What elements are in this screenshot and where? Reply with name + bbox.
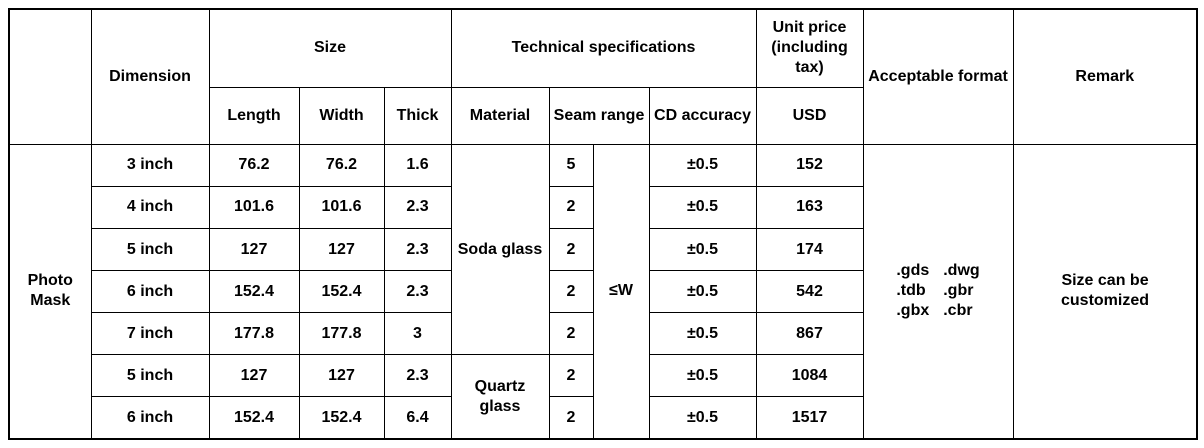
table-row: 5 inch 127 127 2.3 Quartz glass 2 ±0.5 1084 — [9, 354, 1197, 440]
length-cell: 127 — [208, 354, 300, 398]
seam-cell: 2 — [548, 396, 594, 440]
seam-cell: 2 — [548, 185, 594, 229]
thick-cell: 2.3 — [383, 227, 452, 272]
format-item: .dwg — [943, 262, 980, 280]
remark-text: Size can be customized — [1061, 272, 1150, 310]
width-cell: 76.2 — [298, 143, 385, 187]
format-list: .gds .dwg .tdb .gbr .gbx .cbr — [896, 261, 979, 321]
thick-cell: 6.4 — [383, 396, 452, 440]
table-row: 4 inch 101.6 101.6 2.3 2 ±0.5 163 — [9, 185, 1197, 229]
format-item: .gbx — [896, 302, 930, 320]
width-cell: 152.4 — [298, 396, 385, 440]
usd-cell: 163 — [755, 185, 864, 229]
seam-cell: 2 — [548, 227, 594, 272]
thick-cell: 2.3 — [383, 354, 452, 398]
cd-cell: ±0.5 — [648, 185, 757, 229]
dimension-cell: 6 inch — [90, 396, 210, 440]
header-cell: CD accuracy — [648, 86, 757, 145]
format-item: .gds — [896, 262, 930, 280]
table-row: 6 inch 152.4 152.4 6.4 2 ±0.5 1517 — [9, 396, 1197, 440]
dimension-cell: 4 inch — [90, 185, 210, 229]
usd-cell: 867 — [755, 312, 864, 356]
usd-cell: 152 — [755, 143, 864, 187]
seam-common-cell: ≤W — [592, 143, 650, 440]
header-cell: Unit price (including tax) — [755, 8, 864, 88]
seam-cell: 2 — [548, 270, 594, 314]
width-cell: 127 — [298, 354, 385, 398]
cd-cell: ±0.5 — [648, 354, 757, 398]
table-row: Length Width Thick Material Seam range CD acc… — [9, 86, 1197, 145]
usd-cell: 174 — [755, 227, 864, 272]
header-cell: Remark — [1012, 8, 1198, 145]
length-cell: 76.2 — [208, 143, 300, 187]
dimension-cell: 5 inch — [90, 354, 210, 398]
width-cell: 177.8 — [298, 312, 385, 356]
table-row: Dimension Size Technical specifications Uni… — [8, 8, 1198, 145]
empty-header — [8, 8, 92, 145]
width-cell: 127 — [298, 227, 385, 272]
cd-cell: ±0.5 — [648, 396, 757, 440]
header-cell: Material — [450, 86, 550, 145]
seam-cell: 2 — [548, 312, 594, 356]
header-cell: Dimension — [90, 8, 210, 145]
thick-cell: 3 — [383, 312, 452, 356]
header-cell: Length — [208, 86, 300, 145]
format-item: .cbr — [943, 302, 973, 320]
dimension-cell: 7 inch — [90, 312, 210, 356]
thick-cell: 2.3 — [383, 270, 452, 314]
cd-cell: ±0.5 — [648, 312, 757, 356]
thick-cell: 2.3 — [383, 185, 452, 229]
remark-cell: Size can be customized — [1012, 143, 1198, 440]
length-cell: 152.4 — [208, 270, 300, 314]
width-cell: 101.6 — [298, 185, 385, 229]
length-cell: 101.6 — [208, 185, 300, 229]
header-cell: USD — [755, 86, 864, 145]
format-cell: .gds .dwg .tdb .gbr .gbx .cbr — [862, 143, 1014, 440]
header-cell: Acceptable format — [862, 8, 1014, 145]
dimension-cell: 6 inch — [90, 270, 210, 314]
length-cell: 152.4 — [208, 396, 300, 440]
cd-cell: ±0.5 — [648, 143, 757, 187]
dimension-cell: 3 inch — [90, 143, 210, 187]
price-table: Dimension Size Technical specifications Uni… — [8, 8, 1199, 440]
material-cell: Quartz glass — [450, 354, 550, 440]
table-row: 6 inch 152.4 152.4 2.3 2 ±0.5 542 — [9, 270, 1197, 314]
header-cell: Technical specifications — [450, 8, 757, 88]
length-cell: 177.8 — [208, 312, 300, 356]
header-cell: Thick — [383, 86, 452, 145]
cd-cell: ±0.5 — [648, 270, 757, 314]
cd-cell: ±0.5 — [648, 227, 757, 272]
format-item: .tdb — [896, 282, 926, 300]
seam-cell: 2 — [548, 354, 594, 398]
format-item: .gbr — [943, 282, 974, 300]
thick-cell: 1.6 — [383, 143, 452, 187]
width-cell: 152.4 — [298, 270, 385, 314]
header-cell: Seam range — [548, 86, 650, 145]
header-cell: Width — [298, 86, 385, 145]
length-cell: 127 — [208, 227, 300, 272]
material-cell: Soda glass — [450, 143, 550, 356]
dimension-cell: 5 inch — [90, 227, 210, 272]
usd-cell: 542 — [755, 270, 864, 314]
table-row: Photo Mask 3 inch 76.2 76.2 1.6 Soda glass 5 ≤W… — [8, 143, 1198, 440]
usd-cell: 1517 — [755, 396, 864, 440]
usd-cell: 1084 — [755, 354, 864, 398]
header-cell: Size — [208, 8, 452, 88]
seam-cell: 5 — [548, 143, 594, 187]
product-cell: Photo Mask — [8, 143, 92, 440]
